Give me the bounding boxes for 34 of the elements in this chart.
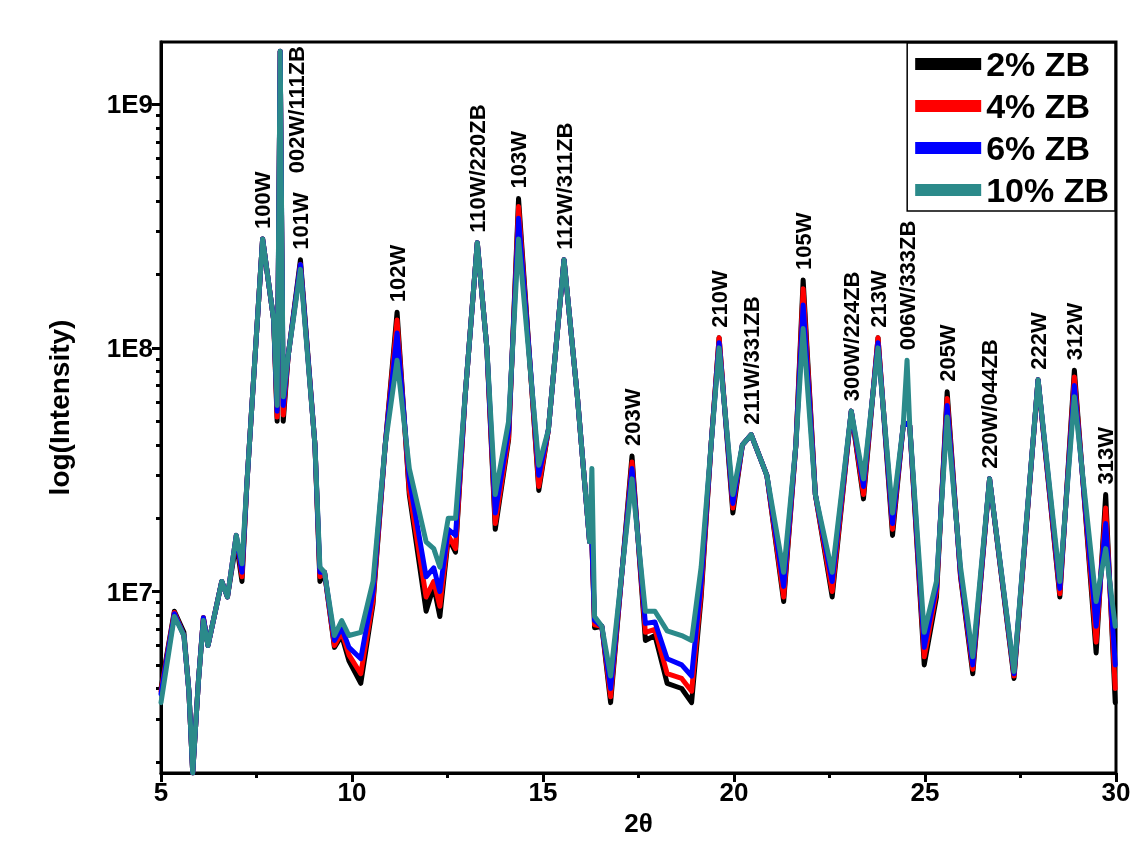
- x-tick-label: 5: [153, 777, 169, 807]
- annotation: 103W: [506, 130, 532, 189]
- x-tick-label: 10: [337, 777, 367, 807]
- legend-label: 2% ZB: [986, 45, 1091, 83]
- legend-label: 6% ZB: [986, 129, 1091, 167]
- annotation: 211W/331ZB: [738, 296, 764, 425]
- x-tick-label: 25: [910, 777, 940, 807]
- annotation: 110W/220ZB: [464, 104, 490, 233]
- x-tick-label: 15: [528, 777, 558, 807]
- annotation: 300W/224ZB: [838, 271, 864, 402]
- annotation: 312W: [1061, 302, 1087, 361]
- annotation: 205W: [934, 324, 960, 382]
- annotation: 222W: [1025, 312, 1051, 370]
- annotation: 313W: [1093, 426, 1119, 485]
- y-tick-label: 1E8: [106, 332, 153, 363]
- annotation: 112W/311ZB: [551, 122, 577, 250]
- annotation: 100W: [250, 171, 276, 229]
- y-tick-label: 1E7: [106, 576, 153, 607]
- x-axis-title: 2θ: [624, 807, 653, 838]
- legend-label: 4% ZB: [986, 87, 1091, 125]
- x-tick-label: 20: [719, 777, 749, 807]
- annotation: 210W: [706, 270, 732, 328]
- annotation: 002W/111ZB: [283, 46, 309, 174]
- annotation: 102W: [384, 244, 410, 303]
- annotation: 203W: [619, 388, 645, 446]
- x-tick-label: 30: [1101, 777, 1131, 807]
- y-tick-label: 1E9: [106, 89, 153, 120]
- annotation: 006W/333ZB: [894, 220, 920, 351]
- annotation: 101W: [287, 192, 313, 250]
- annotation: 105W: [790, 212, 816, 270]
- annotation: 220W/044ZB: [977, 339, 1003, 469]
- legend-label: 10% ZB: [986, 171, 1110, 209]
- y-axis-title: log(Intensity): [43, 319, 75, 496]
- annotation: 213W: [865, 270, 891, 328]
